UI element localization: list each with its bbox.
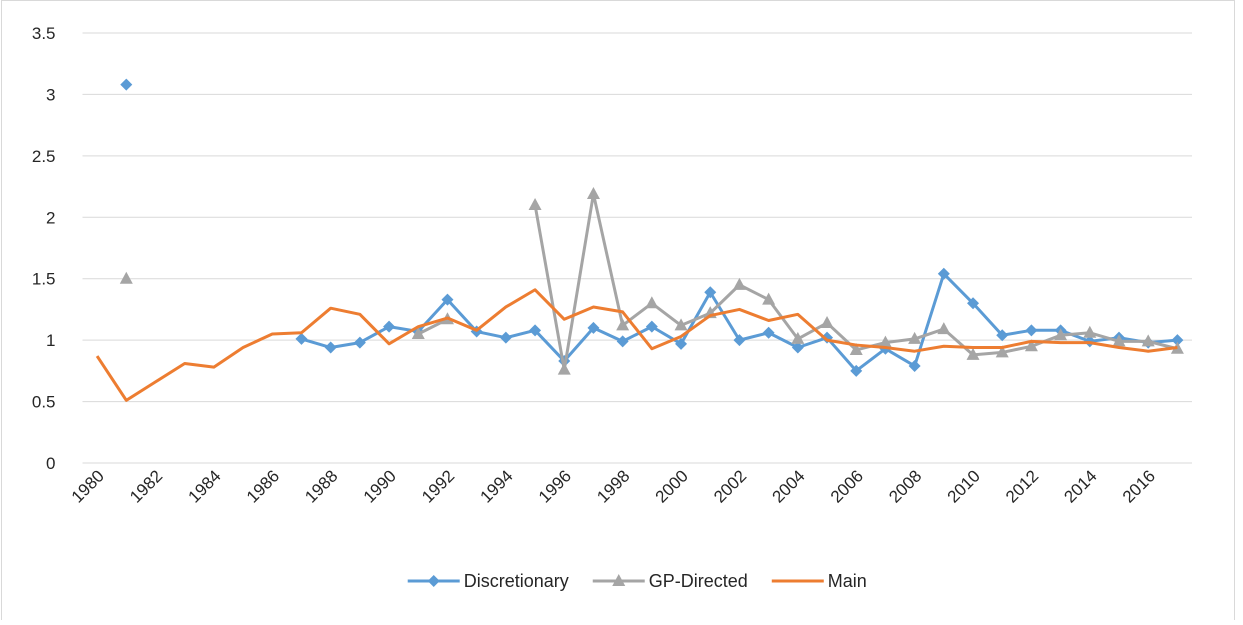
x-tick-label: 2012	[1002, 466, 1042, 506]
x-tick-label: 2010	[944, 466, 984, 506]
data-point	[1171, 334, 1184, 347]
data-point	[120, 78, 133, 91]
x-tick-label: 2008	[885, 466, 925, 506]
legend-item: GP-Directed	[592, 571, 748, 591]
data-point	[557, 362, 571, 375]
data-point	[849, 342, 863, 355]
data-point	[411, 327, 425, 339]
x-tick-label: 2006	[827, 466, 867, 506]
data-point	[791, 341, 804, 354]
data-point	[675, 337, 688, 350]
data-point	[908, 359, 921, 372]
legend-marker	[612, 574, 626, 586]
x-tick-label: 2014	[1060, 466, 1100, 506]
data-point	[732, 277, 746, 290]
x-tick-label: 2000	[652, 466, 692, 506]
data-point	[733, 334, 746, 347]
x-tick-label: 1982	[126, 466, 166, 506]
y-tick-label: 2.5	[32, 147, 56, 166]
data-point	[908, 331, 922, 344]
data-point	[1025, 324, 1038, 337]
y-tick-label: 2	[46, 208, 55, 227]
data-point	[1083, 325, 1097, 338]
data-point	[528, 198, 542, 210]
data-point	[704, 286, 717, 299]
data-point	[295, 332, 308, 345]
legend-item: Discretionary	[407, 571, 569, 591]
data-point	[645, 320, 658, 333]
data-point	[645, 296, 659, 309]
x-tick-label: 1980	[68, 466, 108, 506]
y-tick-label: 3.5	[32, 24, 56, 43]
data-point	[791, 331, 805, 344]
data-point	[119, 271, 133, 284]
data-point	[1054, 328, 1068, 341]
data-point	[966, 347, 980, 360]
data-point	[529, 324, 542, 337]
data-point	[353, 336, 366, 349]
legend-label: GP-Directed	[649, 571, 748, 591]
data-point	[1112, 334, 1126, 347]
data-point	[587, 321, 600, 334]
data-point	[850, 364, 863, 377]
data-point	[995, 345, 1009, 358]
data-point	[499, 331, 512, 344]
x-tick-label: 1998	[593, 466, 633, 506]
data-point	[616, 335, 629, 348]
data-point	[1024, 339, 1038, 352]
x-tick-label: 1988	[301, 466, 341, 506]
data-point	[967, 297, 980, 310]
legend-label: Main	[828, 571, 867, 591]
x-tick-label: 2002	[710, 466, 750, 506]
data-point	[996, 329, 1009, 342]
plot	[95, 78, 1184, 402]
legend-item: Main	[771, 571, 867, 591]
data-point	[586, 186, 600, 199]
data-point	[674, 318, 688, 331]
x-tick-label: 2004	[768, 466, 808, 506]
data-point	[937, 322, 951, 335]
data-point	[820, 315, 834, 328]
legend: Discretionary GP-Directed Main	[407, 571, 867, 591]
data-point	[878, 335, 892, 348]
data-point	[1141, 334, 1155, 347]
y-tick-label: 1	[46, 331, 55, 350]
data-point	[762, 326, 775, 339]
x-tick-label: 1994	[477, 466, 517, 506]
data-point	[441, 293, 454, 306]
data-point	[937, 267, 950, 280]
legend-marker	[427, 575, 440, 587]
grid: 0 0.5 1 1.5 2 2.5 3 3.5 1980 1982 1984 1986 1988 1990…	[32, 24, 1192, 507]
x-tick-label: 1990	[360, 466, 400, 506]
data-point	[383, 320, 396, 333]
y-tick-label: 3	[46, 85, 55, 104]
data-point	[616, 318, 630, 331]
x-tick-label: 1986	[243, 466, 283, 506]
data-point	[324, 341, 337, 354]
x-tick-label: 1996	[535, 466, 575, 506]
x-tick-label: 1992	[418, 466, 458, 506]
y-tick-label: 0.5	[32, 393, 56, 412]
series-line	[95, 288, 1178, 402]
x-tick-label: 1984	[185, 466, 225, 506]
data-point	[762, 292, 776, 305]
x-tick-label: 2016	[1119, 466, 1159, 506]
legend-label: Discretionary	[464, 571, 569, 591]
y-tick-label: 1.5	[32, 270, 56, 289]
y-tick-label: 0	[46, 454, 55, 473]
